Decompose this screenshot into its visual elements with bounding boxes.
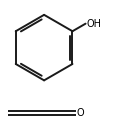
Text: O: O (77, 108, 85, 118)
Text: OH: OH (87, 19, 102, 29)
